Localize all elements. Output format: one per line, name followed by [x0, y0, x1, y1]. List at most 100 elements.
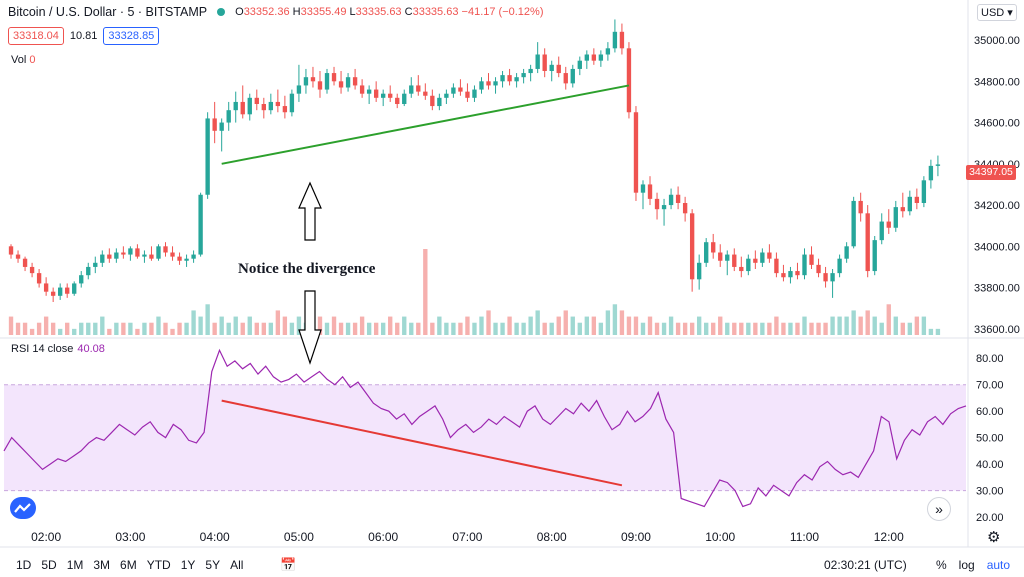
volume-bar: [240, 322, 245, 335]
candle-body: [858, 200, 863, 214]
candle-body: [254, 97, 259, 104]
volume-bar: [851, 310, 856, 335]
scroll-to-realtime-button[interactable]: »: [927, 497, 951, 521]
volume-bar: [584, 316, 589, 335]
candle-body: [226, 110, 231, 123]
candle-body: [767, 252, 772, 259]
candle-body: [472, 89, 477, 98]
candle-body: [823, 273, 828, 282]
candle-body: [282, 106, 288, 113]
volume-bar: [472, 322, 477, 335]
candle-body: [240, 101, 245, 115]
volume-bar: [682, 322, 688, 335]
price-tick-label: 34200.00: [974, 200, 1020, 212]
candle-body: [486, 81, 491, 86]
volume-bar: [893, 316, 898, 335]
candle-body: [338, 81, 344, 88]
candle-body: [310, 77, 316, 82]
volume-bar: [591, 316, 597, 335]
candle-body: [893, 207, 898, 228]
volume-bar: [72, 328, 77, 335]
range-1m[interactable]: 1M: [66, 558, 84, 572]
buy-button[interactable]: 33328.85: [103, 27, 160, 45]
time-tick-label: 12:00: [874, 530, 904, 544]
candle-body: [914, 196, 920, 203]
volume-bar: [381, 322, 386, 335]
rsi-tick-label: 30.00: [976, 486, 1004, 498]
calendar-icon[interactable]: 📅: [280, 557, 297, 572]
rsi-band: [4, 384, 966, 491]
range-5d[interactable]: 5D: [41, 558, 57, 572]
rsi-legend: RSI 14 close 40.08: [11, 343, 105, 355]
candle-body: [184, 258, 189, 261]
candle-body: [317, 81, 323, 90]
candle-body: [830, 273, 835, 282]
auto-button[interactable]: auto: [986, 558, 1011, 572]
candle-body: [233, 101, 238, 111]
tradingview-logo-icon[interactable]: [10, 497, 36, 519]
log-button[interactable]: log: [958, 558, 975, 572]
volume-bar: [598, 322, 604, 335]
candle-body: [774, 258, 779, 274]
volume-bar: [605, 310, 611, 335]
candle-body: [711, 242, 716, 253]
volume-bar: [521, 322, 526, 335]
candle-body: [268, 101, 274, 111]
candle-body: [22, 258, 28, 267]
candle-body: [114, 252, 119, 259]
axis-labels: 33600.0033800.0034000.0034200.0034400.00…: [31, 35, 1020, 544]
range-6m[interactable]: 6M: [120, 558, 137, 572]
symbol-title[interactable]: Bitcoin / U.S. Dollar · 5 · BITSTAMP: [8, 5, 208, 19]
candle-body: [584, 54, 589, 61]
volume-bar: [402, 316, 407, 335]
volume-bar: [500, 322, 505, 335]
volume-bar: [114, 322, 119, 335]
currency-selector[interactable]: USD ▾: [977, 4, 1017, 21]
candle-body: [900, 207, 905, 212]
gear-icon[interactable]: ⚙: [987, 529, 1001, 546]
time-tick-label: 10:00: [705, 530, 735, 544]
rsi-tick-label: 60.00: [976, 406, 1004, 418]
volume-bar: [128, 322, 133, 335]
candle-body: [619, 31, 625, 49]
volume-bar: [935, 328, 941, 335]
range-ytd[interactable]: YTD: [146, 558, 171, 572]
price-tick-label: 35000.00: [974, 35, 1020, 47]
candle-body: [886, 221, 891, 228]
candle-body: [802, 254, 807, 276]
candle-body: [409, 85, 414, 94]
candle-body: [8, 246, 14, 255]
volume-bar: [872, 316, 877, 335]
range-all[interactable]: All: [230, 558, 244, 572]
candle-body: [493, 81, 498, 86]
time-tick-label: 04:00: [200, 530, 230, 544]
candle-body: [458, 87, 463, 92]
volume-bar: [886, 304, 891, 335]
time-tick-label: 09:00: [621, 530, 651, 544]
sell-button[interactable]: 33318.04: [8, 27, 64, 45]
volume-bar: [79, 322, 84, 335]
candle-body: [718, 252, 723, 261]
rsi-line-group: [3, 348, 967, 508]
grid-lines: [0, 0, 1024, 548]
volume-bar: [191, 310, 196, 335]
volume-bar: [928, 328, 934, 335]
candle-body: [633, 112, 639, 193]
candle-body: [149, 254, 154, 259]
volume-bar: [465, 316, 470, 335]
candle-body: [654, 198, 660, 210]
candle-body: [528, 68, 533, 74]
range-3m[interactable]: 3M: [93, 558, 111, 572]
range-1y[interactable]: 1Y: [180, 558, 196, 572]
range-1d[interactable]: 1D: [16, 558, 32, 572]
candle-body: [816, 264, 821, 274]
candle-body: [128, 248, 133, 255]
percent-button[interactable]: %: [936, 558, 947, 572]
range-5y[interactable]: 5Y: [205, 558, 221, 572]
volume-bar: [205, 304, 210, 335]
candle-body: [605, 48, 611, 55]
volume-bar: [451, 322, 456, 335]
volume-bar: [184, 322, 189, 335]
candle-body: [373, 89, 379, 98]
candle-body: [865, 213, 870, 272]
